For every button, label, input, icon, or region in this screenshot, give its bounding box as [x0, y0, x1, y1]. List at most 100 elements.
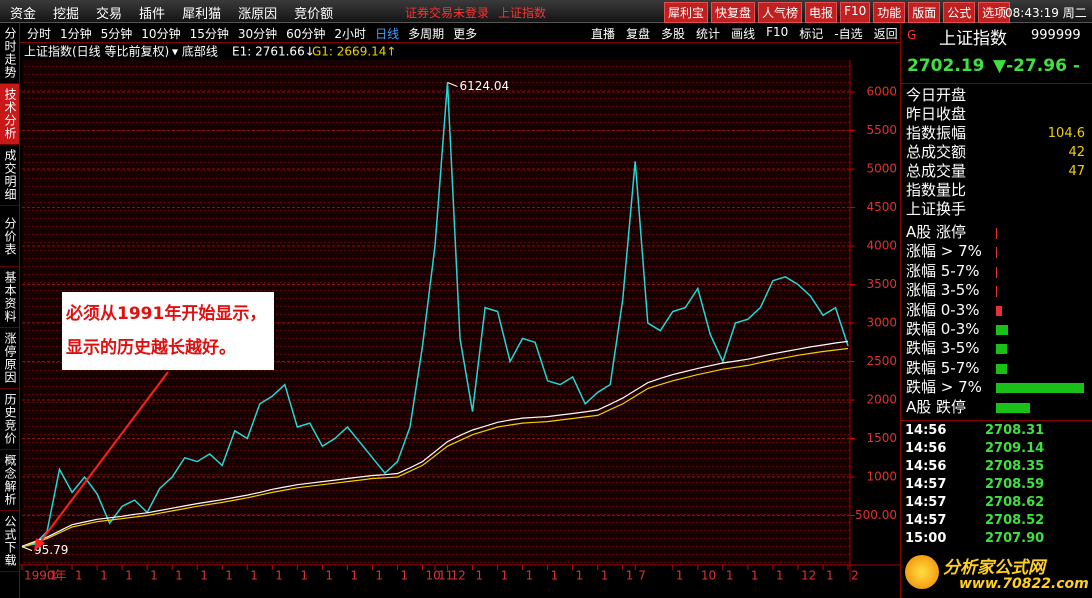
tool[interactable]: 多股: [661, 27, 686, 41]
breadth-bar: [996, 363, 1007, 374]
period[interactable]: 多周期: [408, 27, 445, 41]
periods: 分时 1分钟 5分钟 10分钟 15分钟 30分钟 60分钟 2小时 日线 多周期 更多: [27, 25, 477, 42]
quote-value: 42: [1068, 145, 1085, 160]
button[interactable]: 人气榜: [758, 2, 803, 23]
legend-entry: E1: 2761.66↓: [232, 45, 315, 59]
tick-time: 14:56: [905, 441, 947, 456]
side-tab[interactable]: 分价表: [0, 206, 19, 267]
breadth-bar: [996, 305, 1002, 316]
x-tick-label: 1: [551, 569, 559, 583]
side-tab[interactable]: 分时走势: [0, 23, 19, 84]
x-tick-label: 1: [400, 569, 408, 583]
menu-item[interactable]: 插件: [139, 7, 166, 22]
breadth-label: 跌幅 3-5%: [906, 339, 980, 358]
menu-item[interactable]: 交易: [96, 7, 123, 22]
period[interactable]: 30分钟: [237, 27, 278, 41]
menu-item[interactable]: 犀利猫: [182, 7, 222, 22]
menu-item[interactable]: 竞价额: [294, 7, 334, 22]
x-tick-label: 12: [451, 569, 466, 583]
y-tick-label: 500.00: [855, 508, 897, 522]
y-tick-label: 6000: [866, 85, 897, 99]
period[interactable]: 日线: [375, 27, 400, 41]
breadth-label: 跌幅 0-3%: [906, 320, 980, 338]
change: ▼-27.96 -: [993, 56, 1080, 76]
x-tick-label: 1: [75, 569, 83, 583]
button[interactable]: 犀利宝: [664, 2, 709, 23]
button[interactable]: F10: [840, 2, 871, 23]
period[interactable]: 更多: [453, 27, 478, 41]
period[interactable]: 分时: [27, 27, 52, 41]
tool[interactable]: F10: [766, 25, 789, 39]
side-tabs: 分时走势 技术分析 成交明细 分价表 基本资料 涨停原因 历史竞价 概念解析 公式下载: [0, 23, 20, 598]
quote-label: 今日开盘: [906, 86, 967, 104]
status-text: 证券交易未登录: [405, 6, 490, 20]
tool[interactable]: 返回: [873, 27, 898, 41]
period[interactable]: 5分钟: [100, 27, 133, 41]
menu-item[interactable]: 资金: [10, 7, 37, 22]
quote-label: 指数振幅: [906, 124, 967, 142]
toolbar: 分时 1分钟 5分钟 10分钟 15分钟 30分钟 60分钟 2小时 日线 多周期 更多 直播 复盘多…: [20, 23, 900, 43]
y-tick-label: 3500: [866, 277, 897, 291]
breadth-label: 涨幅 > 7%: [906, 242, 982, 261]
tool[interactable]: 统计: [696, 27, 721, 41]
x-tick-label: 1990年: [24, 569, 67, 583]
x-tick-label: 1: [375, 569, 383, 583]
side-tab[interactable]: 历史竞价: [0, 389, 19, 450]
x-tick-label: 1: [676, 569, 684, 583]
side-tab[interactable]: 基本资料: [0, 267, 19, 328]
button[interactable]: 功能: [873, 2, 906, 23]
x-tick-label: 1: [626, 569, 634, 583]
quote-row: 今日开盘: [906, 86, 1089, 105]
x-tick-label: 1: [526, 569, 534, 583]
x-tick-label: 1: [751, 569, 759, 583]
x-tick-label: 1: [200, 569, 208, 583]
logo-icon: [905, 555, 939, 589]
breadth-bar: [996, 402, 1030, 413]
note-line: 必须从1991年开始显示，: [66, 304, 267, 324]
logo-title: 分析家公式网: [943, 558, 1045, 578]
tick-price: 2708.31: [985, 423, 1045, 438]
menu-item[interactable]: 挖掘: [53, 7, 80, 22]
side-tab[interactable]: 概念解析: [0, 450, 19, 511]
menu-item[interactable]: 涨原因: [238, 7, 278, 22]
annotation: 95.79: [34, 543, 68, 557]
quote-row: 总成交额 42: [906, 143, 1089, 162]
x-tick-label: 7: [638, 569, 646, 583]
side-tab[interactable]: 涨停原因: [0, 328, 19, 389]
tool[interactable]: 标记: [799, 27, 824, 41]
button[interactable]: 公式: [943, 2, 976, 23]
button[interactable]: 快复盘: [711, 2, 756, 23]
period[interactable]: 10分钟: [141, 27, 181, 41]
tool[interactable]: 直播: [591, 27, 616, 41]
quote-row: 指数振幅 104.6: [906, 124, 1089, 143]
button[interactable]: 选项: [978, 2, 1011, 23]
period[interactable]: 15分钟: [189, 27, 229, 41]
stock-name: 上证指数: [939, 29, 1007, 49]
x-tick-label: 10: [701, 569, 716, 583]
tick-time: 14:56: [905, 459, 947, 474]
x-tick-label: 1: [776, 569, 784, 583]
note-line: 显示的历史越长越好。: [66, 338, 236, 358]
x-tick-label: 1: [225, 569, 233, 583]
breadth-label: 跌幅 5-7%: [906, 358, 980, 377]
period[interactable]: 1分钟: [60, 27, 92, 41]
button[interactable]: 电报: [805, 2, 838, 23]
annotation: 6124.04: [460, 79, 510, 93]
side-tab[interactable]: 成交明细: [0, 145, 19, 206]
y-tick-label: 2500: [866, 354, 897, 368]
period[interactable]: 2小时: [334, 27, 367, 41]
period[interactable]: 60分钟: [286, 27, 326, 41]
y-tick-label: 2000: [866, 393, 897, 407]
button[interactable]: 版面: [908, 2, 941, 23]
legend-entry: G1: 2669.14↑: [312, 45, 396, 59]
tool[interactable]: 复盘: [626, 27, 651, 41]
tool[interactable]: 画线: [731, 27, 756, 41]
x-tick-label: 1: [325, 569, 333, 583]
tick-price: 2708.59: [985, 477, 1045, 492]
side-tab[interactable]: 公式下载: [0, 511, 19, 572]
side-tab[interactable]: 技术分析: [0, 84, 19, 145]
breadth-bar: [996, 286, 997, 298]
quote-label: 指数量比: [906, 181, 967, 199]
tool[interactable]: -自选: [834, 27, 863, 41]
